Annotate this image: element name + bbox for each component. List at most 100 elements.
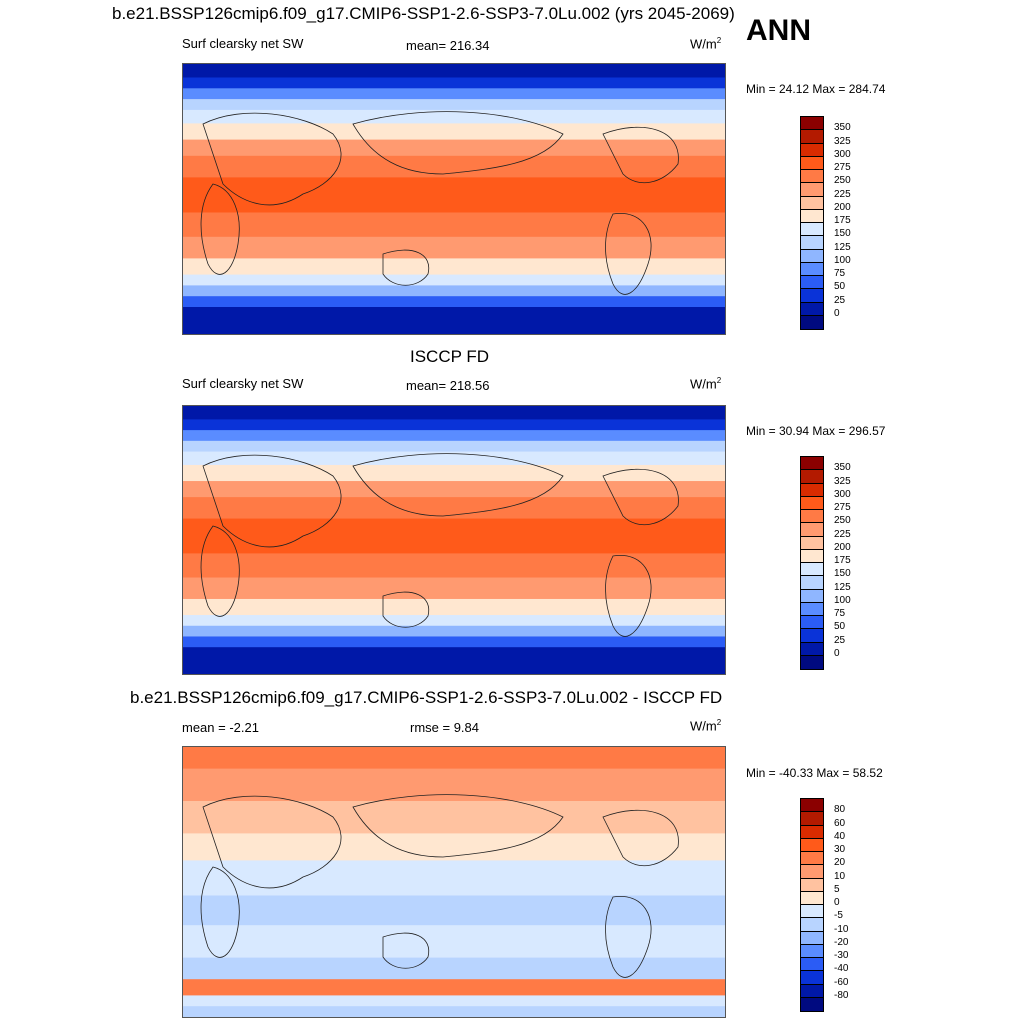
colorbar-swatch <box>801 262 823 276</box>
colorbar-tick-label: 275 <box>834 162 851 173</box>
coastline <box>352 794 564 858</box>
field-band <box>183 598 725 616</box>
coastline <box>602 468 679 525</box>
field-band <box>183 1006 725 1017</box>
colorbar-tick-label: -30 <box>834 950 849 961</box>
panel-2-mean-label: mean= 218.56 <box>406 378 490 393</box>
colorbar-swatch <box>801 655 823 669</box>
coastline <box>382 932 430 969</box>
colorbar-tick-label: 50 <box>834 621 846 633</box>
panel-2-colorbar <box>800 456 824 670</box>
field-band <box>183 285 725 297</box>
field-band <box>183 430 725 442</box>
colorbar-swatch <box>801 616 823 630</box>
colorbar-swatch <box>801 865 823 879</box>
colorbar-tick-label: 350 <box>834 122 851 134</box>
colorbar-swatch <box>801 170 823 184</box>
field-band <box>183 497 725 520</box>
colorbar-swatch <box>801 852 823 866</box>
colorbar-tick-label: 300 <box>834 488 851 500</box>
panel-3-units: W/m2 <box>690 718 722 734</box>
colorbar-tick-label: 200 <box>834 201 851 213</box>
field-band <box>183 957 725 980</box>
colorbar-tick-label: 300 <box>834 148 851 160</box>
field-band <box>183 274 725 286</box>
colorbar-swatch <box>801 276 823 290</box>
field-band <box>183 99 725 111</box>
colorbar-swatch <box>801 315 823 329</box>
colorbar-tick-label: 225 <box>834 528 851 540</box>
panel-1-colorbar <box>800 116 824 330</box>
colorbar-tick-label: -5 <box>834 910 843 922</box>
coastline <box>200 183 240 275</box>
field-band <box>183 139 725 157</box>
colorbar-swatch <box>801 563 823 577</box>
field-band <box>183 979 725 996</box>
coastline <box>382 591 430 628</box>
field-band <box>183 77 725 89</box>
colorbar-swatch <box>801 812 823 826</box>
colorbar-tick-label: 40 <box>834 830 846 842</box>
colorbar-swatch <box>801 905 823 919</box>
coastline <box>202 112 342 206</box>
panel-1-map <box>182 63 726 335</box>
panel-3-map-field <box>183 747 725 1017</box>
field-band <box>183 995 725 1007</box>
colorbar-tick-label: 175 <box>834 215 851 226</box>
field-band <box>183 451 725 466</box>
coastline <box>602 126 679 183</box>
colorbar-tick-label: 275 <box>834 502 851 513</box>
panel-1-mean-label: mean= 216.34 <box>406 38 490 53</box>
field-band <box>183 88 725 100</box>
colorbar-tick-label: -40 <box>834 963 849 975</box>
coastline <box>200 866 240 958</box>
panel-2-variable-label: Surf clearsky net SW <box>182 376 304 391</box>
colorbar-tick-label: 25 <box>834 294 846 306</box>
colorbar-swatch <box>801 496 823 510</box>
coastline <box>605 554 652 637</box>
colorbar-swatch <box>801 223 823 237</box>
field-band <box>183 155 725 178</box>
colorbar-swatch <box>801 799 823 813</box>
panel-2-minmax: Min = 30.94 Max = 296.57 <box>746 424 886 438</box>
colorbar-tick-label: 100 <box>834 594 851 606</box>
field-band <box>183 307 725 334</box>
field-band <box>183 177 725 213</box>
field-band <box>183 518 725 554</box>
colorbar-swatch <box>801 576 823 590</box>
colorbar-swatch <box>801 117 823 131</box>
field-band <box>183 440 725 453</box>
colorbar-tick-label: -80 <box>834 989 849 1001</box>
colorbar-swatch <box>801 470 823 484</box>
colorbar-swatch <box>801 457 823 471</box>
colorbar-tick-label: 0 <box>834 647 840 659</box>
coastline <box>382 249 430 286</box>
season-label: ANN <box>746 14 811 47</box>
panel-1-map-field <box>183 64 725 334</box>
field-band <box>183 406 725 420</box>
colorbar-tick-label: 75 <box>834 608 846 619</box>
colorbar-tick-label: 225 <box>834 188 851 200</box>
colorbar-swatch <box>801 143 823 157</box>
colorbar-swatch <box>801 642 823 656</box>
coastline <box>352 111 564 175</box>
colorbar-swatch <box>801 249 823 263</box>
field-band <box>183 553 725 579</box>
colorbar-swatch <box>801 971 823 985</box>
colorbar-tick-label: 100 <box>834 254 851 266</box>
colorbar-swatch <box>801 602 823 616</box>
colorbar-swatch <box>801 209 823 223</box>
field-band <box>183 109 725 124</box>
colorbar-swatch <box>801 891 823 905</box>
panel-3-rmse-label: rmse = 9.84 <box>410 720 480 735</box>
coastline <box>605 212 652 295</box>
colorbar-tick-label: 80 <box>834 804 846 816</box>
colorbar-swatch <box>801 984 823 998</box>
field-band <box>183 768 725 802</box>
colorbar-swatch <box>801 918 823 932</box>
panel-2-map <box>182 405 726 675</box>
field-band <box>183 64 725 78</box>
colorbar-tick-label: 75 <box>834 268 846 279</box>
field-band <box>183 481 725 498</box>
colorbar-tick-label: 250 <box>834 175 851 187</box>
